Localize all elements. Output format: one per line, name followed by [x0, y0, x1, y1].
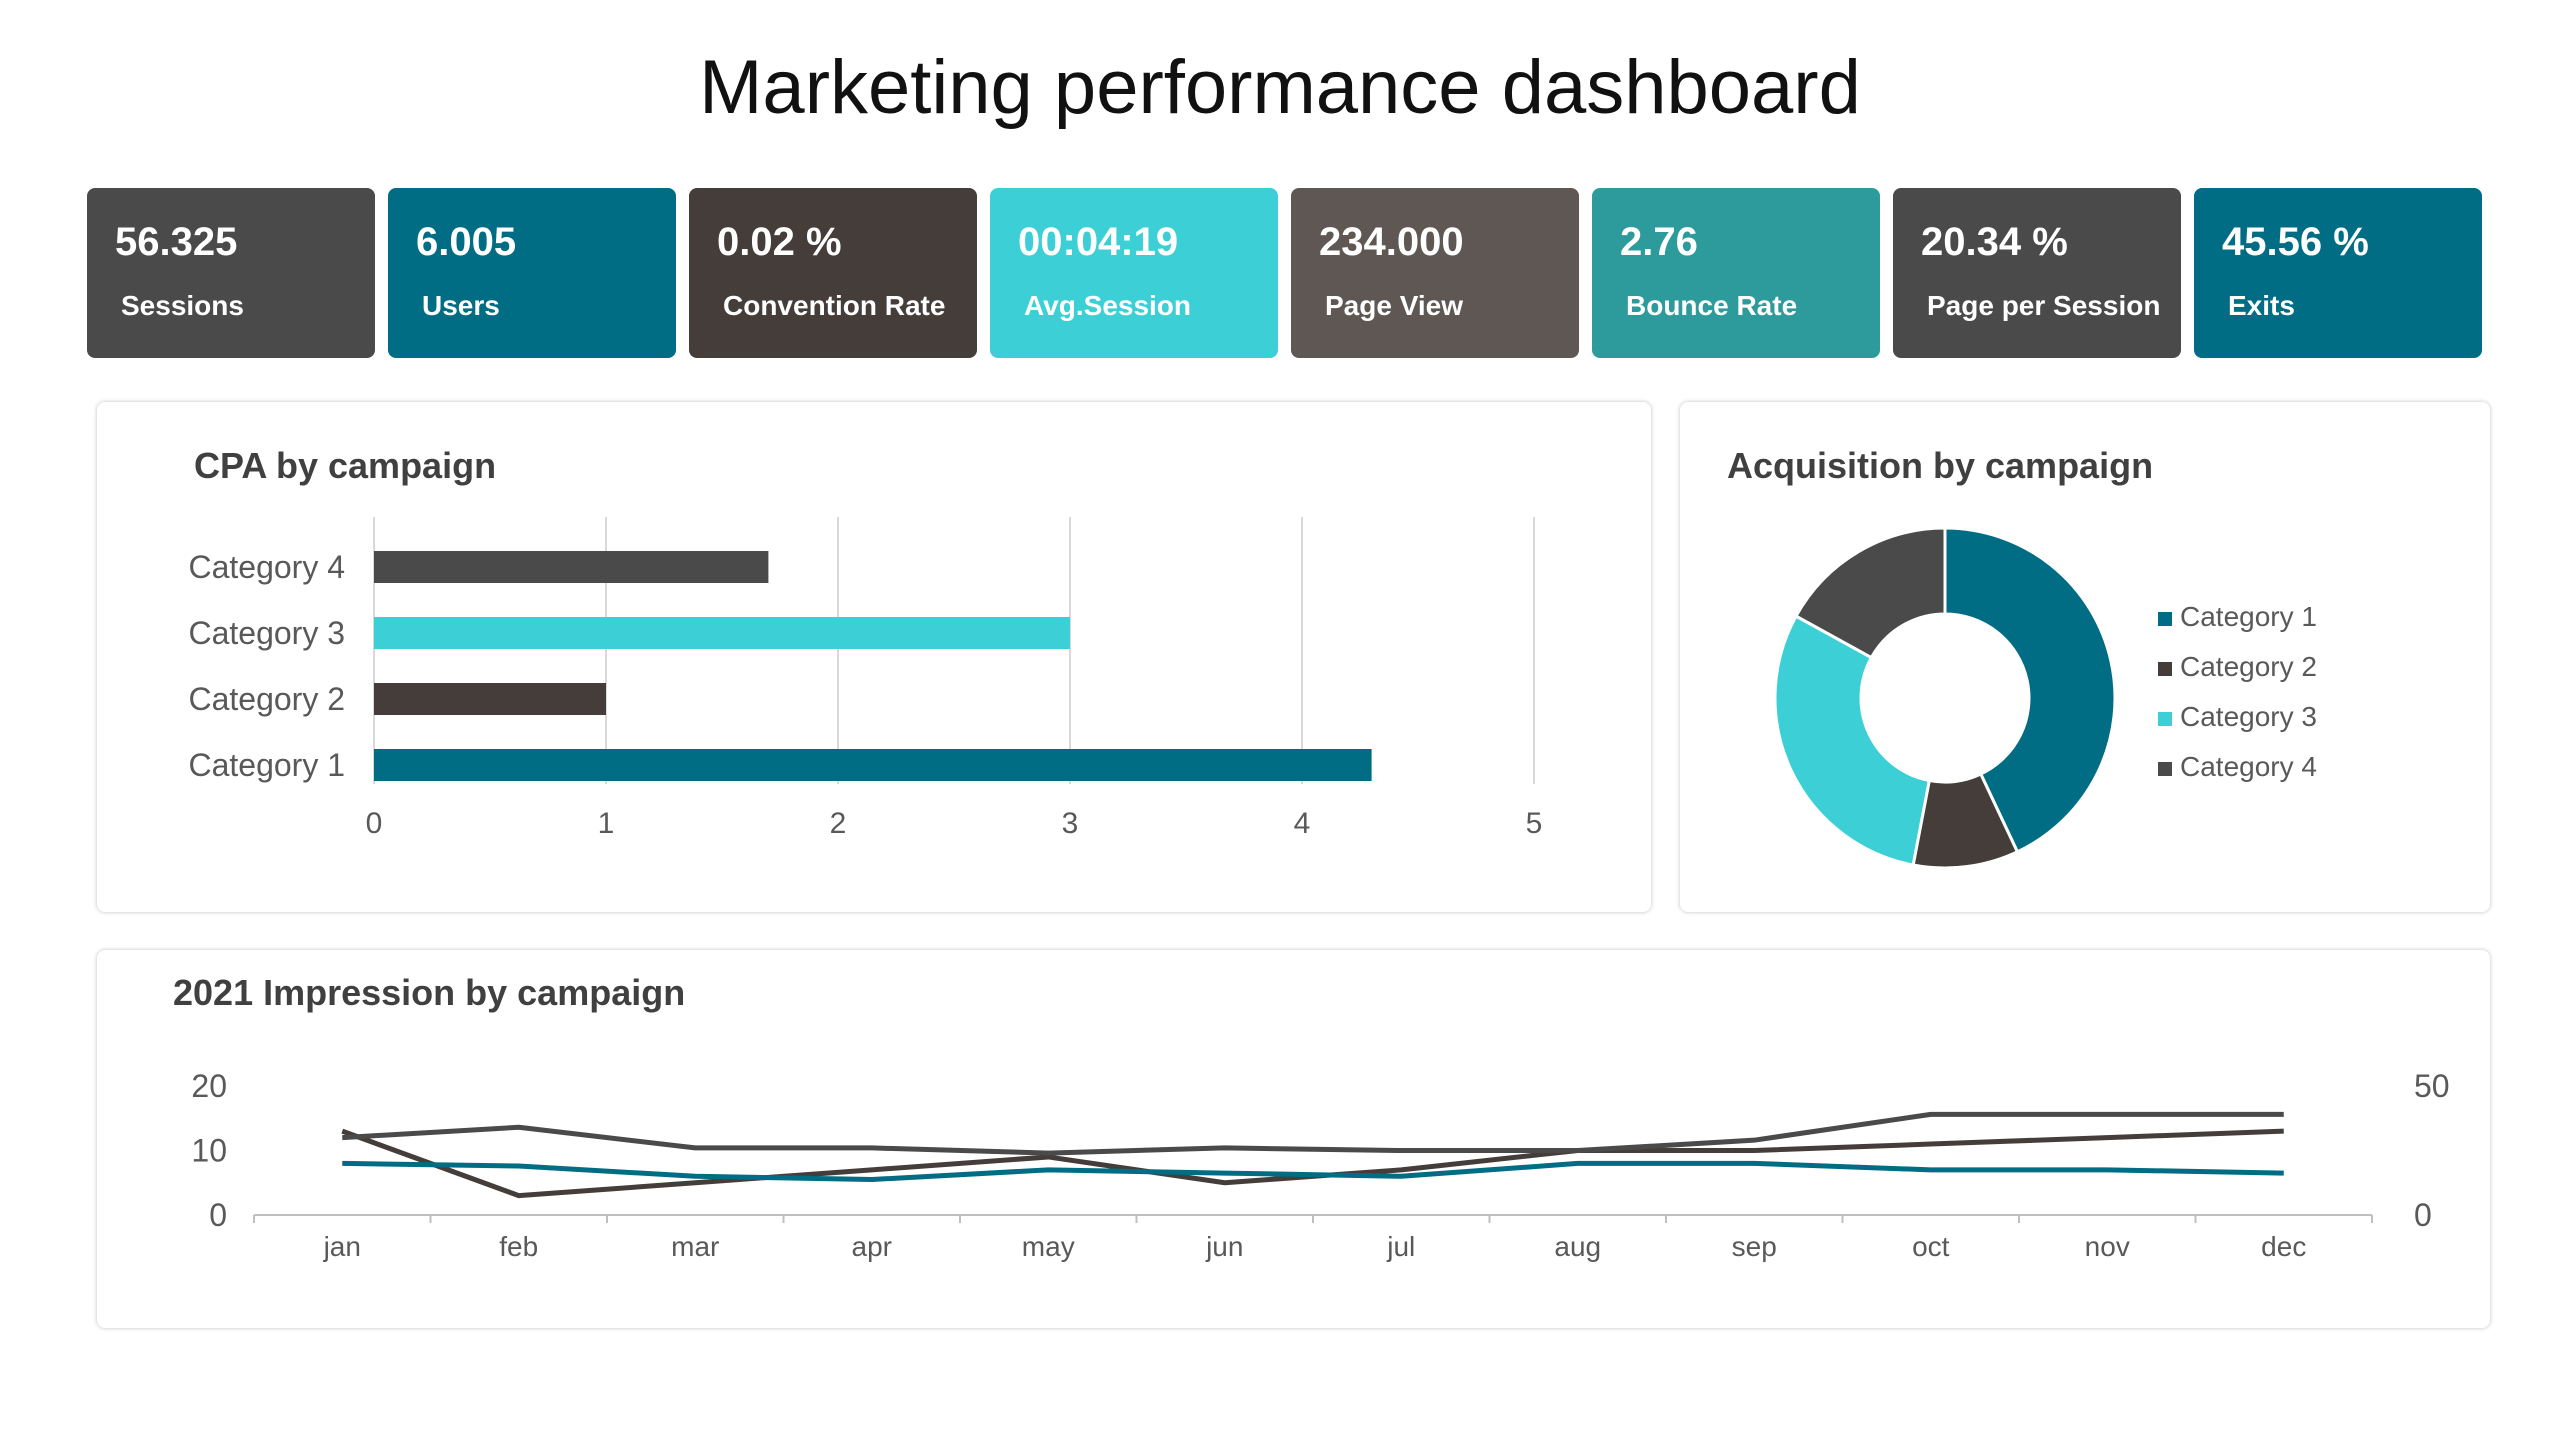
impression-title: 2021 Impression by campaign [173, 972, 686, 1013]
cpa-title: CPA by campaign [194, 445, 497, 486]
bar [374, 749, 1372, 781]
kpi-card-page-per-session[interactable]: 20.34 % Page per Session [1893, 188, 2181, 358]
month-label: feb [499, 1231, 538, 1262]
impression-panel: 2021 Impression by campaign jan feb mar apr… [97, 950, 2490, 1328]
x-tick-label: 2 [830, 807, 847, 840]
legend-label: Category 3 [2180, 701, 2317, 732]
acquisition-donut-chart: Category 1 Category 2 Category 3 Category 4 [1773, 526, 2317, 870]
x-tick-label: 3 [1062, 807, 1079, 840]
kpi-label: Convention Rate [723, 290, 946, 321]
kpi-card-bounce-rate[interactable]: 2.76 Bounce Rate [1592, 188, 1880, 358]
legend-swatch [2158, 712, 2172, 726]
x-tick-label: 0 [366, 807, 383, 840]
month-label: nov [2085, 1231, 2130, 1262]
series-line [342, 1111, 2284, 1156]
kpi-value: 6.005 [416, 220, 517, 264]
kpi-label: Exits [2228, 290, 2295, 321]
legend-label: Category 1 [2180, 601, 2317, 632]
month-label: oct [1912, 1231, 1950, 1262]
kpi-label: Users [422, 290, 500, 321]
month-label: jun [1205, 1231, 1243, 1262]
kpi-label: Avg.Session [1024, 290, 1192, 321]
month-label: dec [2261, 1231, 2306, 1262]
impression-line-chart: jan feb mar apr may jun jul aug sep oct nov dec 0 10 2… [191, 1068, 2450, 1262]
y-left-tick-label: 0 [209, 1197, 227, 1233]
legend-swatch [2158, 662, 2172, 676]
kpi-label: Page View [1325, 290, 1464, 321]
y-right-tick-label: 50 [2414, 1068, 2450, 1104]
kpi-value: 2.76 [1620, 220, 1698, 264]
month-label: may [1022, 1231, 1075, 1262]
legend-swatch [2158, 762, 2172, 776]
kpi-label: Page per Session [1927, 290, 2161, 321]
acquisition-panel: Acquisition by campaign Category 1 Catego… [1680, 402, 2490, 912]
page-title: Marketing performance dashboard [699, 45, 1861, 130]
acquisition-title: Acquisition by campaign [1727, 445, 2154, 486]
y-left-tick-label: 10 [191, 1133, 227, 1169]
kpi-value: 0.02 % [717, 220, 842, 264]
kpi-value: 20.34 % [1921, 220, 2068, 264]
category-label: Category 1 [188, 747, 345, 783]
legend-label: Category 4 [2180, 751, 2317, 782]
kpi-value: 45.56 % [2222, 220, 2369, 264]
series-line [342, 1160, 2284, 1183]
x-tick-label: 1 [598, 807, 615, 840]
kpi-row: 56.325 Sessions 6.005 Users 0.02 % Conve… [87, 188, 2482, 358]
donut-slice [1943, 526, 2117, 854]
bar [374, 551, 769, 583]
kpi-card-page-view[interactable]: 234.000 Page View [1291, 188, 1579, 358]
kpi-label: Bounce Rate [1626, 290, 1798, 321]
legend-label: Category 2 [2180, 651, 2317, 682]
category-label: Category 2 [188, 681, 345, 717]
kpi-card-users[interactable]: 6.005 Users [388, 188, 676, 358]
category-label: Category 3 [188, 615, 345, 651]
kpi-label: Sessions [121, 290, 244, 321]
bar [374, 617, 1070, 649]
kpi-value: 00:04:19 [1018, 220, 1179, 264]
category-label: Category 4 [188, 549, 345, 585]
kpi-card-exits[interactable]: 45.56 % Exits [2194, 188, 2482, 358]
month-label: mar [671, 1231, 719, 1262]
donut-slice [1773, 614, 1932, 867]
bar [374, 683, 606, 715]
month-label: jul [1386, 1231, 1415, 1262]
legend-swatch [2158, 612, 2172, 626]
x-tick-label: 4 [1294, 807, 1311, 840]
kpi-card-avg-session[interactable]: 00:04:19 Avg.Session [990, 188, 1278, 358]
month-label: sep [1732, 1231, 1777, 1262]
month-label: aug [1554, 1231, 1601, 1262]
month-label: apr [852, 1231, 892, 1262]
kpi-card-convention-rate[interactable]: 0.02 % Convention Rate [689, 188, 977, 358]
y-left-tick-label: 20 [191, 1068, 227, 1104]
month-label: jan [323, 1231, 361, 1262]
kpi-card-sessions[interactable]: 56.325 Sessions [87, 188, 375, 358]
kpi-value: 234.000 [1319, 220, 1464, 264]
donut-slice [1793, 526, 1947, 660]
x-tick-label: 5 [1526, 807, 1543, 840]
cpa-panel: CPA by campaign 0 1 2 3 4 5 Category 1 Category… [97, 402, 1651, 912]
y-right-tick-label: 0 [2414, 1197, 2432, 1233]
cpa-bar-chart: 0 1 2 3 4 5 Category 1 Category 2 Category 3 Cate… [188, 517, 1543, 840]
kpi-value: 56.325 [115, 220, 238, 264]
